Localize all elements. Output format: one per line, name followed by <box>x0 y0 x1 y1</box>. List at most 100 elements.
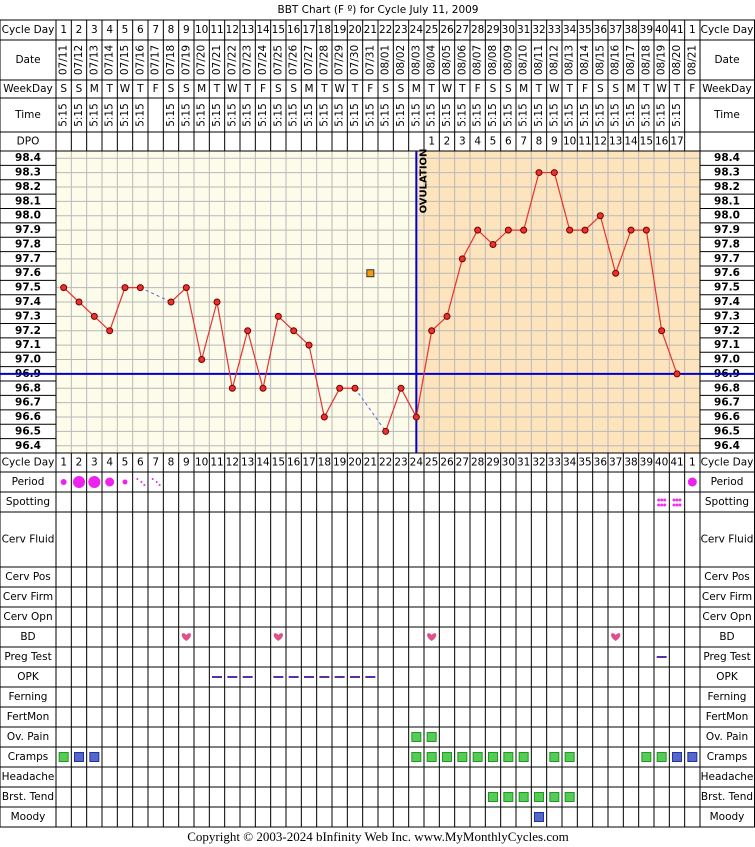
header-cell: 07/25 <box>272 45 284 75</box>
header-cell: 5:15 <box>441 103 453 127</box>
row-label-right: Preg Test <box>703 651 750 663</box>
period-mark <box>88 476 101 488</box>
header-cell: 21 <box>364 24 377 36</box>
row-label: Time <box>14 109 41 121</box>
row-label: DPO <box>17 136 40 148</box>
row-label: Cramps <box>8 751 48 763</box>
header-cell: 4 <box>106 457 113 469</box>
row-label-right: Cycle Day <box>701 457 754 469</box>
temperature-point <box>412 413 420 421</box>
header-cell: 07/20 <box>196 45 208 75</box>
header-cell: T <box>243 83 251 95</box>
header-cell: M <box>519 83 528 95</box>
row-label-right: Cycle Day <box>701 24 754 36</box>
header-cell: 16 <box>287 24 301 36</box>
header-cell: 41 <box>670 457 683 469</box>
row-label-right: Cramps <box>707 751 747 763</box>
row-label-right: FertMon <box>706 711 749 723</box>
temperature-point <box>443 312 451 320</box>
row-label-right: Date <box>714 54 739 66</box>
header-cell: 07/14 <box>104 45 116 76</box>
gap-connector <box>354 387 387 432</box>
temperature-point <box>198 356 206 364</box>
ovulation-label: OVULATION <box>418 149 429 214</box>
header-cell: 08/20 <box>671 45 683 75</box>
period-mark <box>73 476 85 488</box>
header-cell: 33 <box>548 24 561 36</box>
temperature-point <box>213 298 221 306</box>
header-cell: W <box>442 83 453 95</box>
header-cell: 07/29 <box>334 45 346 75</box>
header-cell: 5:15 <box>579 103 591 127</box>
temperature-point <box>596 212 604 220</box>
header-cell: S <box>168 83 175 95</box>
row-label: OPK <box>17 671 40 683</box>
header-cell: 29 <box>486 24 499 36</box>
header-cell: 38 <box>624 24 637 36</box>
header-cell: 32 <box>532 24 545 36</box>
header-cell: 30 <box>502 24 515 36</box>
spotting-mark <box>657 503 661 507</box>
row-label-right: BD <box>719 631 734 643</box>
header-cell: S <box>382 83 389 95</box>
spotting-mark <box>660 503 664 507</box>
header-cell: 08/15 <box>594 45 606 75</box>
temperature-point <box>167 298 175 306</box>
symptom-box <box>472 752 483 762</box>
header-cell: 38 <box>624 457 637 469</box>
header-cell: 11 <box>210 24 223 36</box>
header-cell: 22 <box>379 457 392 469</box>
row-label: Cerv Firm <box>3 591 53 603</box>
header-cell: 17 <box>670 136 683 148</box>
header-cell: 08/04 <box>426 45 438 76</box>
y-tick-label: 97.7 <box>15 253 41 265</box>
header-cell: M <box>197 83 206 95</box>
header-cell: 26 <box>440 457 454 469</box>
header-cell: 07/26 <box>288 45 300 76</box>
header-cell: 15 <box>640 136 653 148</box>
temperature-point <box>351 384 359 392</box>
chart-title: BBT Chart (F º) for Cycle July 11, 2009 <box>278 4 479 16</box>
header-cell: 13 <box>241 457 254 469</box>
header-cell: 15 <box>272 457 285 469</box>
header-cell: 12 <box>226 457 239 469</box>
spotting-mark <box>143 484 146 486</box>
y-tick-label: 97.4 <box>15 296 41 308</box>
temperature-point <box>90 312 98 320</box>
header-cell: 5:15 <box>548 103 560 127</box>
header-cell: 07/21 <box>211 45 223 75</box>
header-cell: 6 <box>505 136 512 148</box>
header-cell: 10 <box>195 24 208 36</box>
header-cell: 8 <box>168 457 175 469</box>
row-label: WeekDay <box>3 83 53 95</box>
header-cell: 16 <box>287 457 301 469</box>
symptom-box <box>503 792 514 802</box>
header-cell: S <box>76 83 83 95</box>
header-cell: 10 <box>195 457 208 469</box>
header-cell: 07/27 <box>303 45 315 75</box>
y-tick-label: 97.1 <box>15 339 41 351</box>
row-label: BD <box>20 631 35 643</box>
header-cell: 5 <box>490 136 497 148</box>
row-label-right: Period <box>711 476 744 488</box>
header-cell: 5:15 <box>502 103 514 127</box>
spotting-mark <box>660 498 664 502</box>
header-cell: 21 <box>364 457 377 469</box>
header-cell: 5:15 <box>518 103 530 127</box>
header-cell: 5:15 <box>180 103 192 127</box>
row-label: Spotting <box>6 496 50 508</box>
temperature-point <box>121 284 129 292</box>
spotting-mark <box>136 478 139 480</box>
symptom-box <box>89 752 100 762</box>
header-cell: 26 <box>440 24 454 36</box>
header-cell: 5:15 <box>625 103 637 127</box>
y-tick-label-right: 97.0 <box>714 354 740 366</box>
header-cell: 2 <box>76 24 83 36</box>
temperature-point <box>458 255 466 263</box>
header-cell: S <box>183 83 190 95</box>
y-tick-label-right: 97.6 <box>714 267 740 279</box>
header-cell: 07/12 <box>73 45 85 75</box>
header-cell: T <box>351 83 359 95</box>
header-cell: 18 <box>318 457 331 469</box>
header-cell: 2 <box>444 136 451 148</box>
